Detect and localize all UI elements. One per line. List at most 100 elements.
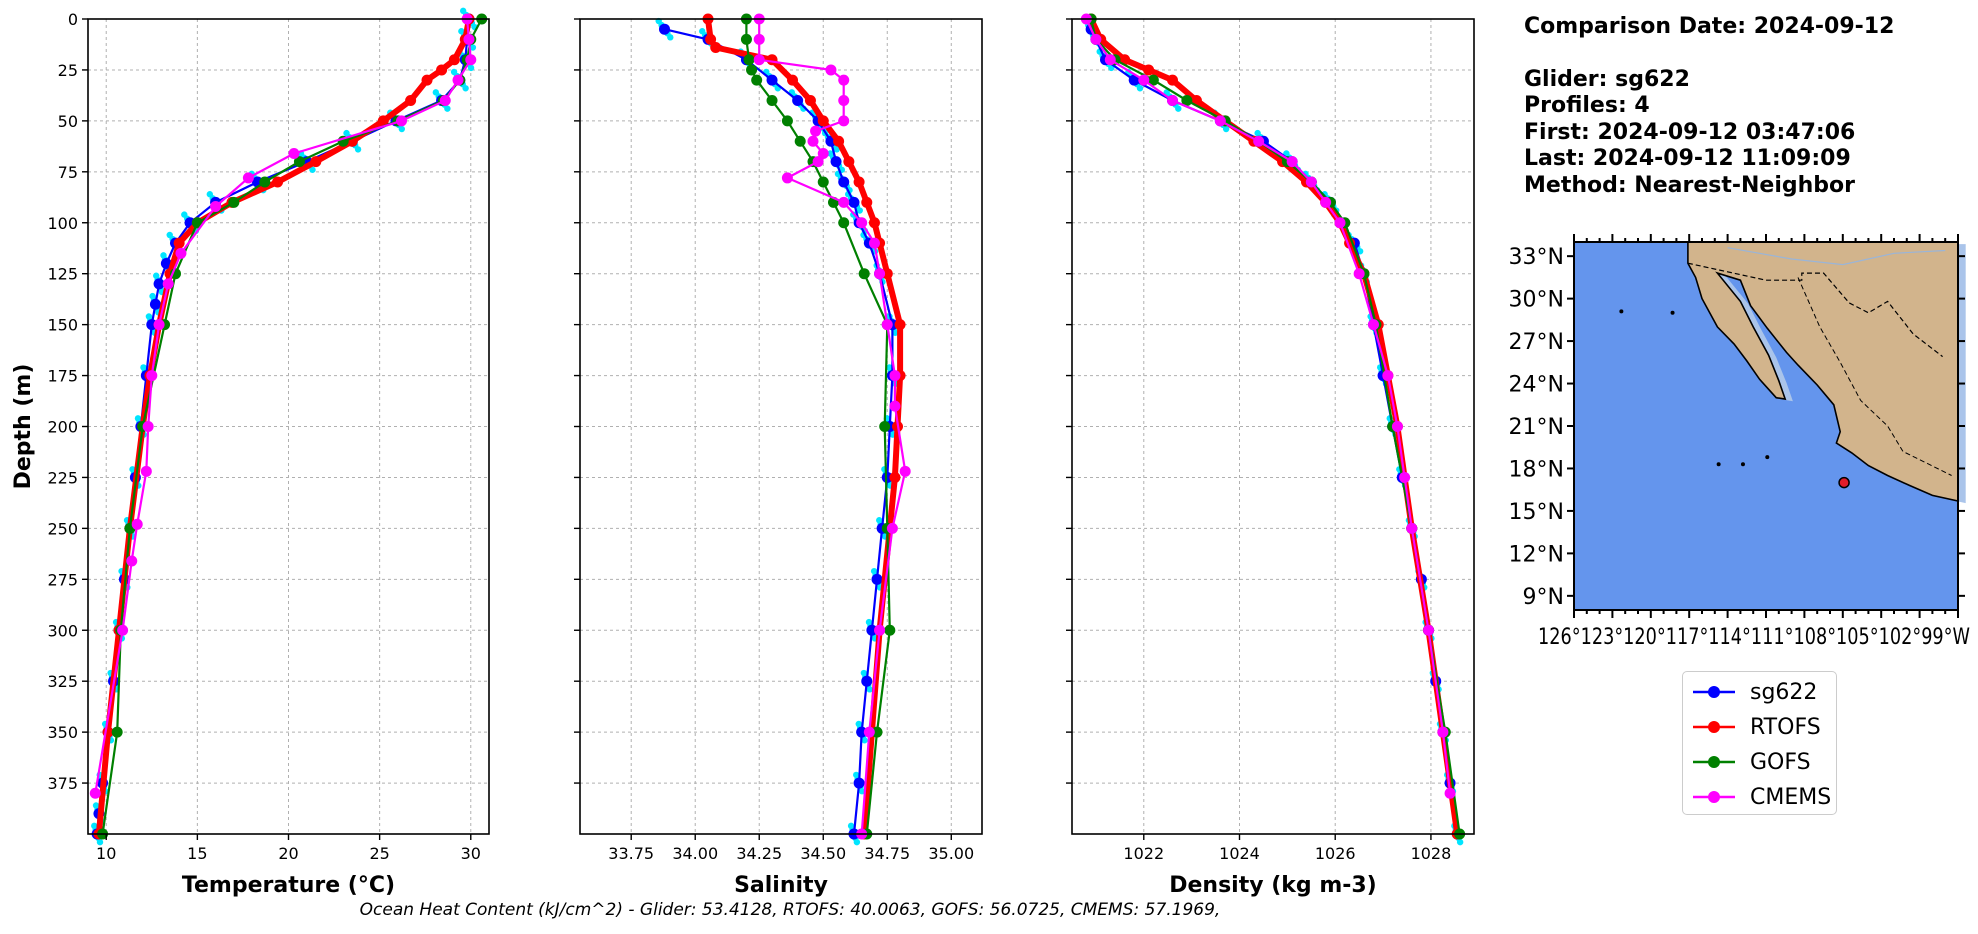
data-point-cmems [1406, 522, 1418, 534]
data-point-cmems [1214, 115, 1226, 127]
comparison-info: Comparison Date: 2024-09-12 Glider: sg622… [1524, 14, 1894, 199]
x-tick-label: 1028 [1411, 844, 1452, 863]
map-island [1765, 455, 1770, 460]
x-tick-label: 34.25 [736, 844, 782, 863]
data-point-cmems [396, 115, 408, 127]
legend-label: sg622 [1750, 679, 1818, 705]
glider-raw-point [833, 146, 840, 153]
y-tick-label: 100 [47, 214, 78, 233]
data-point-gofs [884, 624, 896, 636]
glider-raw-point [856, 207, 863, 214]
legend-item-cmems: CMEMS [1691, 782, 1831, 812]
glider-raw-point [398, 125, 406, 133]
data-point-sg622 [861, 675, 873, 687]
glider-raw-point [1222, 125, 1230, 133]
data-point-rtofs [787, 74, 799, 86]
glider-raw-point [467, 64, 475, 72]
data-point-rtofs [377, 115, 389, 127]
data-point-gofs [781, 115, 793, 127]
legend-item-rtofs: RTOFS [1691, 712, 1821, 742]
data-point-rtofs [843, 156, 855, 168]
data-point-cmems [117, 624, 129, 636]
y-tick-label: 25 [58, 61, 78, 80]
data-point-cmems [889, 370, 901, 382]
data-point-rtofs [1143, 64, 1155, 76]
data-point-gofs [746, 64, 758, 76]
y-tick-label: 75 [58, 163, 78, 182]
method: Method: Nearest-Neighbor [1524, 172, 1855, 198]
data-point-rtofs [853, 176, 865, 188]
series-line-sg622 [664, 28, 894, 835]
data-point-cmems [1353, 268, 1365, 280]
glider-name: Glider: sg622 [1524, 66, 1690, 92]
data-point-cmems [89, 787, 101, 799]
first-time: First: 2024-09-12 03:47:06 [1524, 119, 1856, 145]
data-point-cmems [175, 247, 187, 259]
data-point-gofs [228, 196, 240, 208]
data-point-cmems [146, 370, 158, 382]
map-state-border [1797, 277, 1952, 476]
data-point-gofs [740, 33, 752, 45]
glider-raw-point [892, 329, 899, 336]
x-tick-label: 1022 [1123, 844, 1164, 863]
series-line-rtofs [705, 18, 904, 835]
data-point-sg622 [881, 471, 893, 483]
data-point-rtofs [817, 115, 829, 127]
map-lat-label: 18°N [1509, 457, 1564, 482]
map-island [1740, 462, 1745, 467]
data-point-cmems [874, 268, 886, 280]
x-tick-label: 1026 [1315, 844, 1356, 863]
data-point-sg622 [830, 156, 842, 168]
data-point-rtofs [448, 54, 460, 66]
data-point-gofs [879, 421, 891, 432]
y-tick-label: 375 [47, 774, 78, 793]
glider-raw-point [1456, 838, 1464, 846]
data-point-gofs [766, 95, 778, 106]
map-border [1687, 262, 1943, 358]
data-point-rtofs [868, 217, 880, 229]
data-point-cmems [1399, 471, 1411, 483]
glider-raw-point [469, 44, 477, 51]
y-tick-label: 200 [47, 418, 78, 437]
x-axis-label: Temperature (°C) [182, 873, 395, 898]
x-tick-label: 34.75 [864, 844, 910, 863]
glider-raw-point [858, 788, 866, 795]
x-tick-label: 35.00 [928, 844, 974, 863]
glider-raw-point [853, 838, 861, 846]
legend-line-icon [1693, 686, 1735, 698]
legend-line-icon [1693, 721, 1735, 733]
y-tick-label: 50 [58, 112, 78, 131]
data-point-cmems [753, 33, 765, 45]
data-point-cmems [242, 172, 254, 184]
y-tick-label: 150 [47, 316, 78, 335]
map-lat-label: 15°N [1509, 500, 1564, 525]
data-point-sg622 [766, 74, 778, 86]
data-point-cmems [812, 156, 824, 168]
data-point-sg622 [871, 573, 883, 585]
data-point-rtofs [881, 268, 893, 280]
glider-raw-point [96, 838, 104, 846]
glider-raw-point [667, 34, 674, 41]
y-tick-label: 300 [47, 621, 78, 640]
data-point-cmems [868, 237, 880, 249]
data-point-gofs [191, 217, 203, 229]
series-line-cmems [1085, 18, 1452, 794]
data-point-cmems [465, 54, 477, 66]
chart-panel-2: 1022 1024 1026 1028 Density (kg m-3) [1066, 13, 1475, 898]
ohc-footer: Ocean Heat Content (kJ/cm^2) - Glider: 5… [359, 900, 1221, 920]
legend-label: RTOFS [1750, 714, 1821, 740]
glider-raw-point [1136, 85, 1144, 92]
data-point-cmems [439, 95, 451, 106]
data-point-cmems [162, 278, 174, 290]
map-island [1716, 462, 1721, 467]
data-point-cmems [288, 147, 300, 159]
data-point-rtofs [861, 196, 873, 208]
data-point-gofs [1181, 95, 1193, 106]
legend-label: CMEMS [1750, 784, 1832, 810]
glider-raw-point [1175, 105, 1182, 112]
y-tick-label: 225 [47, 468, 78, 487]
data-point-gofs [259, 176, 271, 188]
data-point-cmems [1167, 95, 1178, 106]
map-panel: 33°N 30°N 27°N 24°N 21°N 18°N 15°N 12°N 9°N 126°1… [1509, 234, 1970, 650]
data-point-cmems [825, 64, 837, 76]
